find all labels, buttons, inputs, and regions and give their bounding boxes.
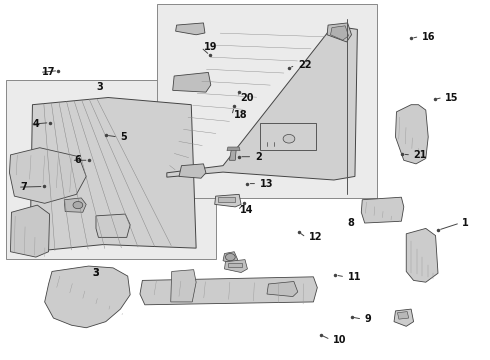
Text: 20: 20 [240,93,254,103]
Text: 3: 3 [93,268,99,278]
Text: 7: 7 [20,182,27,192]
Bar [218,197,235,202]
Polygon shape [175,23,205,35]
Text: 22: 22 [298,60,311,70]
Polygon shape [395,105,428,164]
Polygon shape [64,198,86,212]
Polygon shape [172,72,211,92]
Text: 15: 15 [445,93,459,103]
Text: 3: 3 [93,268,99,278]
Polygon shape [267,282,298,297]
Text: 11: 11 [347,272,361,282]
Polygon shape [96,214,130,237]
Polygon shape [9,148,86,203]
Polygon shape [331,26,348,40]
Text: 19: 19 [203,42,217,52]
FancyBboxPatch shape [157,4,377,198]
Polygon shape [171,270,196,302]
Polygon shape [223,252,238,264]
Circle shape [225,253,235,261]
FancyBboxPatch shape [5,80,216,259]
Polygon shape [30,98,196,252]
Polygon shape [227,147,240,150]
Bar [228,263,242,267]
Polygon shape [167,26,357,180]
Text: 13: 13 [260,179,273,189]
Text: 17: 17 [42,67,56,77]
Polygon shape [361,197,404,223]
Circle shape [73,202,83,209]
Text: 8: 8 [347,218,354,228]
Bar [260,123,316,149]
Polygon shape [140,277,318,305]
Polygon shape [224,260,247,273]
Text: 6: 6 [74,155,81,165]
Polygon shape [229,149,236,160]
Polygon shape [327,23,351,42]
Polygon shape [394,309,414,326]
Polygon shape [45,266,130,328]
Polygon shape [10,205,49,257]
Text: 1: 1 [463,218,469,228]
Text: 18: 18 [234,111,248,121]
Text: 12: 12 [309,232,322,242]
Polygon shape [215,194,241,207]
Polygon shape [406,228,438,282]
Text: 14: 14 [240,206,254,216]
Text: 9: 9 [365,314,371,324]
Text: 21: 21 [414,150,427,160]
Text: 16: 16 [422,32,436,41]
Text: 5: 5 [121,132,127,142]
Polygon shape [179,164,206,178]
Polygon shape [397,312,409,319]
Text: 3: 3 [96,82,103,92]
Text: 4: 4 [32,120,39,129]
Text: 10: 10 [333,334,346,345]
Circle shape [283,134,295,143]
Text: 2: 2 [255,152,262,162]
